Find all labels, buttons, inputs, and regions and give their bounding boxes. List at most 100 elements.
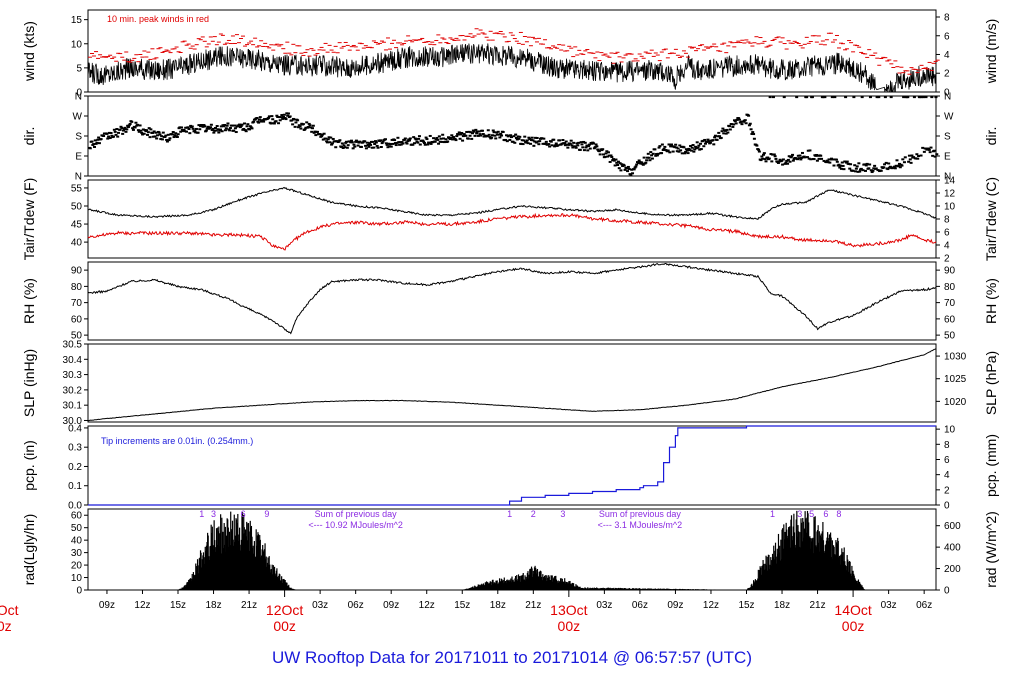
date-label: 14Oct [834,602,871,618]
ylabel-right-slp: SLP (hPa) [983,351,999,415]
ytick-label-slp: 30.4 [63,355,83,366]
direction-point [480,129,484,132]
direction-point [352,143,356,146]
tdew-series [87,212,937,251]
direction-point [204,129,208,132]
ytick-label-wind: 15 [71,15,83,26]
direction-point [499,132,503,135]
direction-point [171,131,175,134]
ytick-right-label-wind: 4 [944,50,950,61]
date-label: 13Oct [550,602,587,618]
direction-point [611,158,615,161]
direction-point [250,127,254,130]
direction-point [583,141,587,144]
direction-point [635,163,639,166]
direction-point [529,142,533,145]
direction-point [359,145,363,148]
direction-point [112,135,116,138]
direction-point [690,146,694,149]
direction-point [918,96,922,99]
direction-point [315,130,319,133]
direction-point [218,128,222,131]
direction-point [564,140,568,143]
direction-point [574,146,578,149]
direction-point [550,144,554,147]
ytick-right-label-rh: 70 [944,298,956,309]
direction-point [180,128,184,131]
direction-point [176,133,180,136]
direction-point [471,132,475,135]
direction-point [777,160,781,163]
direction-point [523,135,527,138]
direction-point [703,142,707,145]
direction-point [560,142,564,145]
direction-point [832,164,836,167]
direction-point [816,154,820,157]
direction-point [861,169,865,172]
direction-point [716,135,720,138]
ytick-right-label-rh: 80 [944,282,956,293]
ylabel-right-rad: rad (W/m^2) [983,511,999,588]
direction-point [809,158,813,161]
direction-point [679,149,683,152]
direction-point [625,167,629,170]
direction-point [184,130,188,133]
ytick-label-temp: 45 [71,220,83,231]
direction-point [666,149,670,152]
direction-point [353,145,357,148]
direction-point [920,96,924,99]
direction-point [699,142,703,145]
ytick-right-label-temp: 6 [944,228,950,239]
direction-point [750,132,754,135]
direction-point [346,144,350,147]
direction-point [196,131,200,134]
direction-point [369,143,373,146]
direction-point [914,157,918,160]
direction-point [197,124,201,127]
direction-point [356,144,360,147]
direction-point [121,132,125,135]
direction-point [443,140,447,143]
direction-point [514,133,518,136]
direction-point [505,134,509,137]
direction-point [868,163,872,166]
direction-point [828,161,832,164]
direction-point [567,143,571,146]
direction-point [922,150,926,153]
direction-point [306,126,310,129]
date-sublabel: 00z [558,618,581,634]
direction-point [321,138,325,141]
precip-annotation: Tip increments are 0.01in. (0.254mm.) [101,436,253,446]
direction-point [703,138,707,141]
direction-point [379,146,383,149]
direction-point [780,159,784,162]
ytick-right-label-dir: N [944,172,951,183]
direction-point [759,159,763,162]
direction-point [800,151,804,154]
direction-point [121,129,125,132]
direction-point [157,131,161,134]
direction-point [194,127,198,130]
direction-point [92,143,96,146]
direction-point [676,147,680,150]
direction-point [728,128,732,131]
direction-point [450,134,454,137]
direction-point [427,141,431,144]
direction-point [431,141,435,144]
radiation-hour-mark: 2 [531,509,536,519]
direction-point [576,144,580,147]
ytick-right-label-rad: 200 [944,564,961,575]
xtick-label: 09z [383,600,399,611]
direction-point [350,141,354,144]
direction-point [405,142,409,145]
direction-point [294,121,298,124]
direction-point [292,118,296,121]
ytick-right-label-pcp: 0 [944,501,950,512]
direction-point [768,96,772,99]
direction-point [165,140,169,143]
direction-point [661,149,665,152]
direction-point [641,163,645,166]
direction-point [326,138,330,141]
direction-point [126,125,130,128]
direction-point [407,138,411,141]
